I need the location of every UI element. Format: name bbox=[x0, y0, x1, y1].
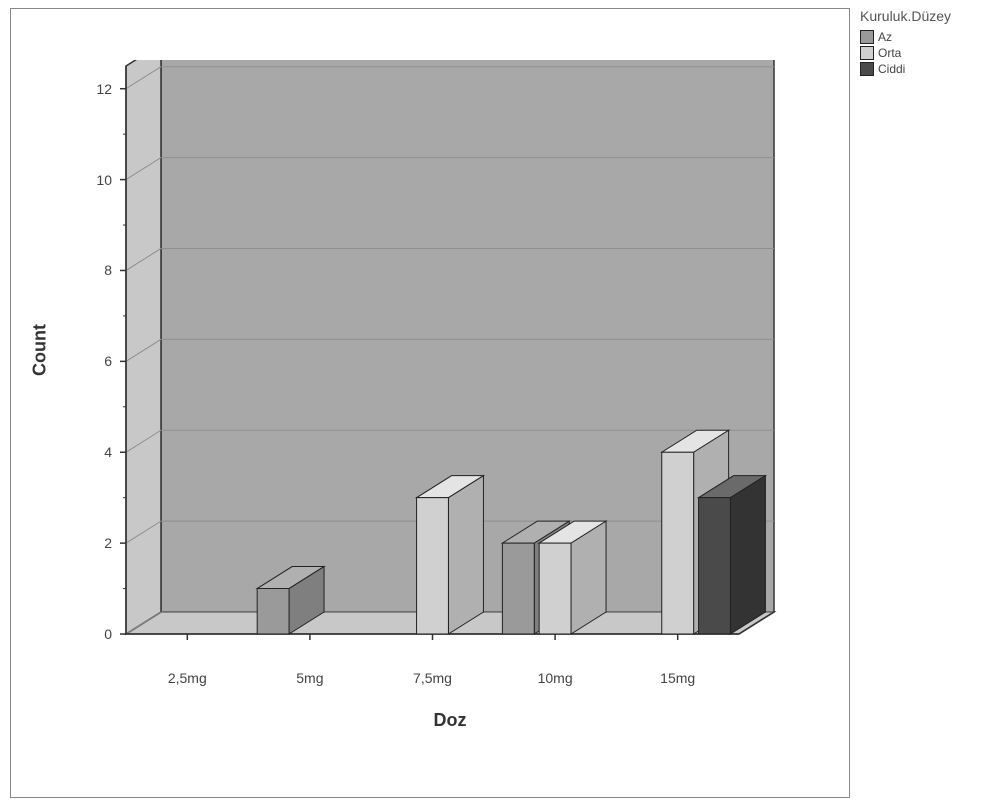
legend-item: Ciddi bbox=[860, 62, 990, 76]
legend-label: Ciddi bbox=[878, 62, 905, 76]
legend-swatch bbox=[860, 46, 874, 60]
legend-label: Az bbox=[878, 30, 892, 44]
legend-label: Orta bbox=[878, 46, 901, 60]
legend: Kuruluk.Düzey Az Orta Ciddi bbox=[860, 8, 990, 78]
legend-swatch bbox=[860, 30, 874, 44]
y-axis-title-container: Count bbox=[30, 60, 50, 640]
x-tick-label: 7,5mg bbox=[413, 670, 452, 686]
legend-title: Kuruluk.Düzey bbox=[860, 8, 990, 24]
legend-swatch bbox=[860, 62, 874, 76]
y-tick-label: 0 bbox=[104, 626, 112, 642]
x-axis-title: Doz bbox=[120, 710, 780, 731]
chart-svg bbox=[120, 60, 780, 640]
y-axis-title: Count bbox=[30, 324, 51, 376]
chart-container: 0 2 4 6 8 10 12 Count 2,5mg 5mg 7,5mg 10mg 15mg Do… bbox=[0, 0, 993, 807]
x-tick-label: 15mg bbox=[660, 670, 695, 686]
y-tick-label: 6 bbox=[104, 353, 112, 369]
y-tick-label: 2 bbox=[104, 535, 112, 551]
x-tick-label: 5mg bbox=[296, 670, 323, 686]
x-axis: 2,5mg 5mg 7,5mg 10mg 15mg bbox=[120, 670, 780, 710]
y-tick-label: 12 bbox=[96, 81, 112, 97]
chart-plot-area bbox=[120, 60, 780, 640]
legend-items: Az Orta Ciddi bbox=[860, 30, 990, 76]
y-axis: 0 2 4 6 8 10 12 bbox=[60, 60, 120, 640]
legend-item: Orta bbox=[860, 46, 990, 60]
x-tick-label: 2,5mg bbox=[168, 670, 207, 686]
y-tick-label: 10 bbox=[96, 172, 112, 188]
y-tick-label: 8 bbox=[104, 262, 112, 278]
legend-item: Az bbox=[860, 30, 990, 44]
x-tick-label: 10mg bbox=[538, 670, 573, 686]
y-tick-label: 4 bbox=[104, 444, 112, 460]
